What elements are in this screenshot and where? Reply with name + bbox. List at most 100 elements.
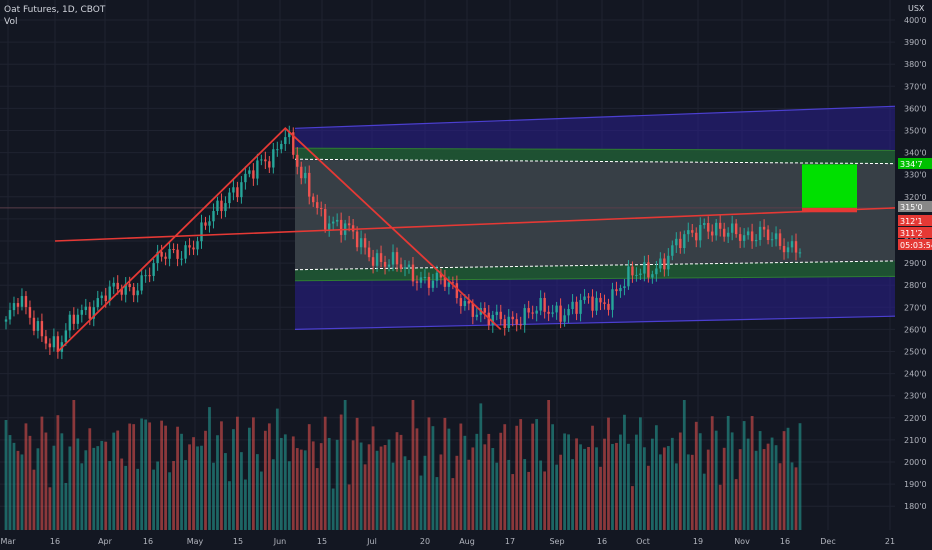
price-tick-label: 180'0 xyxy=(904,502,927,511)
volume-bar xyxy=(48,487,52,530)
volume-bar xyxy=(176,426,179,530)
volume-bar xyxy=(168,472,171,530)
candle-body xyxy=(455,283,459,299)
price-tick-label: 390'0 xyxy=(904,38,927,47)
volume-bar xyxy=(419,475,423,530)
price-tag xyxy=(898,227,932,238)
candle-body xyxy=(272,149,275,168)
candle-body xyxy=(715,222,718,236)
volume-bar xyxy=(28,435,32,530)
candle-body xyxy=(679,238,682,248)
volume-bar xyxy=(16,450,20,530)
volume-bar xyxy=(702,473,706,530)
volume-bar xyxy=(543,471,547,530)
candle-body xyxy=(140,275,143,291)
volume-bar xyxy=(96,446,100,530)
candle-body xyxy=(335,219,339,222)
candle-body xyxy=(359,238,363,248)
candle-body xyxy=(148,275,151,277)
volume-bar xyxy=(579,444,582,530)
volume-bar xyxy=(615,442,618,530)
price-tick-label: 280'0 xyxy=(904,281,927,290)
candle-body xyxy=(240,182,243,198)
symbol-title[interactable]: Oat Futures, 1D, CBOT xyxy=(4,5,106,15)
candle-body xyxy=(730,223,734,233)
price-tags: 334'7 315'0 312'1 311'2 05:03:54 xyxy=(898,158,932,250)
volume-bar xyxy=(20,454,24,530)
candle-body xyxy=(411,264,415,282)
volume-bar xyxy=(208,407,211,530)
candle-body xyxy=(627,266,630,287)
volume-bar xyxy=(722,447,726,530)
channel-inner-bottom-line xyxy=(294,260,898,271)
candle-body xyxy=(292,132,295,155)
volume-bar xyxy=(762,449,766,530)
time-tick-label: Oct xyxy=(636,537,650,546)
volume-bar xyxy=(730,432,734,530)
volume-bar xyxy=(228,481,231,530)
price-tick-label: 220'0 xyxy=(904,414,927,423)
candle-body xyxy=(635,274,638,276)
candle-body xyxy=(667,255,670,270)
candle-body xyxy=(563,315,566,322)
candle-body xyxy=(184,245,187,259)
volume-bar xyxy=(507,459,511,530)
volume-bar xyxy=(734,479,738,530)
price-axis[interactable]: 400'0 390'0 380'0 370'0 360'0 350'0 340'0 330'0… xyxy=(895,0,932,550)
candle-body xyxy=(527,308,530,313)
candle-body xyxy=(212,211,215,222)
volume-bar xyxy=(24,423,28,530)
volume-bar xyxy=(140,418,144,530)
candle-body xyxy=(379,253,383,262)
volume-bar xyxy=(551,424,555,530)
candle-body xyxy=(459,298,463,307)
candle-body xyxy=(244,173,247,183)
volume-bars xyxy=(4,400,802,530)
candle-body xyxy=(463,301,467,307)
volume-bar xyxy=(80,463,84,530)
candle-body xyxy=(300,166,303,179)
candle-body xyxy=(663,258,666,270)
candle-body xyxy=(68,314,72,331)
volume-bar xyxy=(738,449,742,530)
volume-bar xyxy=(84,450,88,530)
volume-bar xyxy=(650,438,654,530)
volume-bar xyxy=(148,422,152,530)
volume-bar xyxy=(343,400,347,530)
candle-body xyxy=(160,251,163,257)
candle-body xyxy=(44,336,48,344)
channel-mid-top-line xyxy=(294,147,898,151)
candle-body xyxy=(268,161,271,168)
candle-body xyxy=(519,324,522,326)
volume-bar xyxy=(331,488,335,530)
candle-body xyxy=(515,319,518,325)
volume-bar xyxy=(156,461,160,530)
candle-body xyxy=(703,223,706,226)
candle-body xyxy=(531,312,534,314)
time-tick-label: Jun xyxy=(273,537,287,546)
volume-bar xyxy=(539,460,543,530)
time-axis[interactable]: Mar 16 Apr 16 May 15 Jun 15 Jul 20 Aug 17 Sep 16 Oct 19… xyxy=(0,531,932,550)
volume-bar xyxy=(255,454,259,530)
volume-bar xyxy=(160,420,163,530)
candle-body xyxy=(391,252,395,265)
target-box xyxy=(802,164,857,208)
candle-body xyxy=(591,296,594,311)
volume-bar xyxy=(72,400,76,530)
volume-bar xyxy=(766,443,770,530)
volume-bar xyxy=(423,455,427,530)
candle-body xyxy=(256,160,259,179)
volume-indicator-label[interactable]: Vol xyxy=(4,17,18,27)
candle-body xyxy=(84,306,87,311)
price-tick-label: 230'0 xyxy=(904,392,927,401)
volume-bar xyxy=(299,449,303,530)
volume-bar xyxy=(583,448,586,530)
volume-bar xyxy=(192,437,195,530)
volume-bar xyxy=(44,432,48,530)
candle-body xyxy=(312,196,315,203)
volume-bar xyxy=(619,434,622,530)
volume-bar xyxy=(379,446,383,530)
volume-bar xyxy=(495,462,499,530)
volume-bar xyxy=(60,433,64,530)
